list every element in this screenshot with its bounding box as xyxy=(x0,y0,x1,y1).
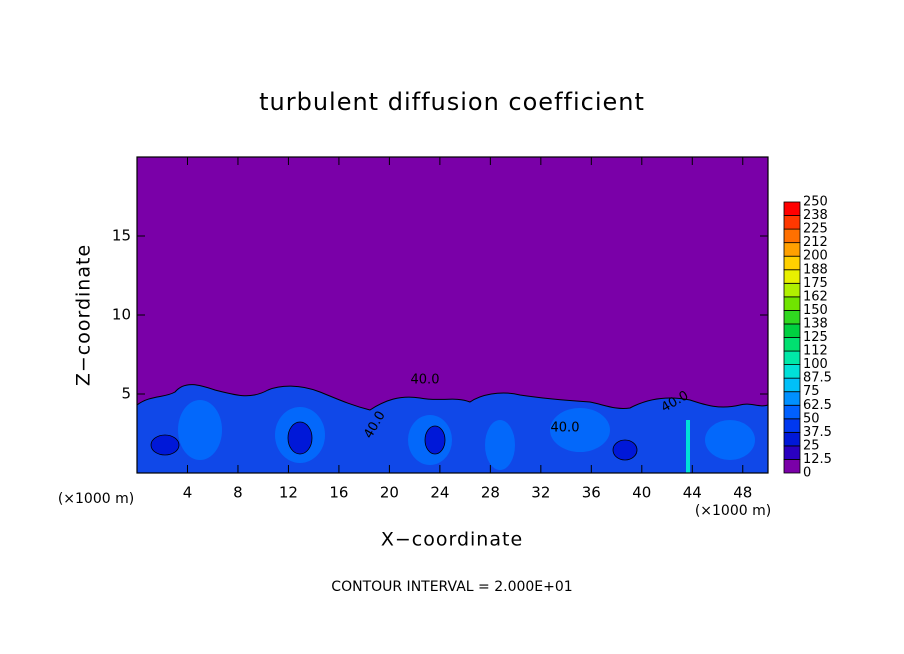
colorbar-label: 112 xyxy=(803,344,828,359)
y-tick-label: 15 xyxy=(112,227,131,245)
colorbar-swatch xyxy=(783,228,801,244)
colorbar-label: 200 xyxy=(803,249,828,264)
colorbar-label: 188 xyxy=(803,262,828,277)
x-tick-label: 48 xyxy=(733,484,752,502)
y-tick-label: 10 xyxy=(112,306,131,324)
chart-title: turbulent diffusion coefficient xyxy=(259,88,645,116)
x-tick-label: 44 xyxy=(683,484,702,502)
colorbar-swatch xyxy=(783,215,801,230)
colorbar-swatch xyxy=(783,404,801,420)
colorbar-label: 225 xyxy=(803,222,828,237)
turbulent-core xyxy=(150,421,638,461)
x-unit-label: (×1000 m) xyxy=(58,491,134,507)
colorbar-swatch xyxy=(783,364,801,379)
colorbar-swatch xyxy=(783,459,801,474)
colorbar-swatch xyxy=(783,296,801,311)
colorbar-swatch xyxy=(783,323,801,338)
colorbar-label: 138 xyxy=(803,316,828,331)
x-axis-label: X−coordinate xyxy=(381,529,523,551)
colorbar-swatch xyxy=(783,255,801,271)
colorbar-swatch xyxy=(783,201,801,216)
colorbar-swatch xyxy=(783,418,801,433)
updraft xyxy=(686,420,690,473)
colorbar-swatch xyxy=(783,377,801,393)
plot-area xyxy=(136,156,769,474)
colorbar-label: 37.5 xyxy=(803,425,832,440)
colorbar-label: 100 xyxy=(803,357,828,372)
x-unit-label: (×1000 m) xyxy=(695,503,771,519)
x-tick-label: 28 xyxy=(481,484,500,502)
contour-label: 40.0 xyxy=(411,373,440,388)
x-tick-label: 8 xyxy=(233,484,243,502)
y-axis-label: Z−coordinate xyxy=(73,244,95,386)
colorbar-swatch xyxy=(783,309,801,325)
colorbar-label: 62.5 xyxy=(803,398,832,413)
colorbar-label: 175 xyxy=(803,276,828,291)
colorbar-swatch xyxy=(783,269,801,284)
colorbar-label: 0 xyxy=(803,466,811,481)
turbulent-structure xyxy=(178,400,755,470)
colorbar-label: 162 xyxy=(803,289,828,304)
x-tick-label: 24 xyxy=(430,484,449,502)
colorbar-swatch xyxy=(783,431,801,447)
colorbar-swatch xyxy=(783,282,801,298)
contour-label: 40.0 xyxy=(551,421,580,436)
footer-note: CONTOUR INTERVAL = 2.000E+01 xyxy=(331,579,572,595)
colorbar-label: 50 xyxy=(803,411,820,426)
colorbar-label: 238 xyxy=(803,208,828,223)
colorbar-swatch xyxy=(783,391,801,406)
x-tick-label: 40 xyxy=(632,484,651,502)
colorbar-label: 87.5 xyxy=(803,371,832,386)
colorbar-label: 75 xyxy=(803,384,820,399)
colorbar-label: 250 xyxy=(803,195,828,210)
x-tick-label: 4 xyxy=(183,484,193,502)
x-tick-label: 20 xyxy=(380,484,399,502)
colorbar-label: 25 xyxy=(803,438,820,453)
colorbar-swatch xyxy=(783,350,801,365)
x-tick-label: 16 xyxy=(329,484,348,502)
x-tick-label: 12 xyxy=(279,484,298,502)
colorbar-label: 212 xyxy=(803,235,828,250)
x-tick-label: 32 xyxy=(531,484,550,502)
x-tick-label: 36 xyxy=(582,484,601,502)
colorbar-label: 125 xyxy=(803,330,828,345)
colorbar-label: 12.5 xyxy=(803,452,832,467)
colorbar-swatch xyxy=(783,445,801,460)
colorbar-label: 150 xyxy=(803,303,828,318)
y-tick-label: 5 xyxy=(121,385,131,403)
colorbar-swatch xyxy=(783,337,801,352)
colorbar-swatch xyxy=(783,242,801,257)
